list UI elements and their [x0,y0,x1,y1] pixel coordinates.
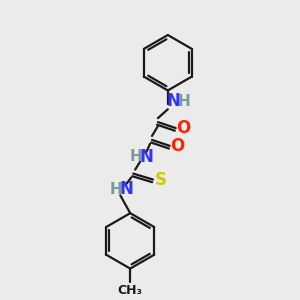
Text: S: S [155,170,167,188]
Text: CH₃: CH₃ [118,284,143,297]
Text: N: N [119,180,133,198]
Text: H: H [110,182,123,197]
Text: N: N [139,148,153,166]
Text: H: H [177,94,190,109]
Text: H: H [130,149,142,164]
Text: N: N [167,92,181,110]
Text: O: O [176,119,191,137]
Text: O: O [171,137,185,155]
